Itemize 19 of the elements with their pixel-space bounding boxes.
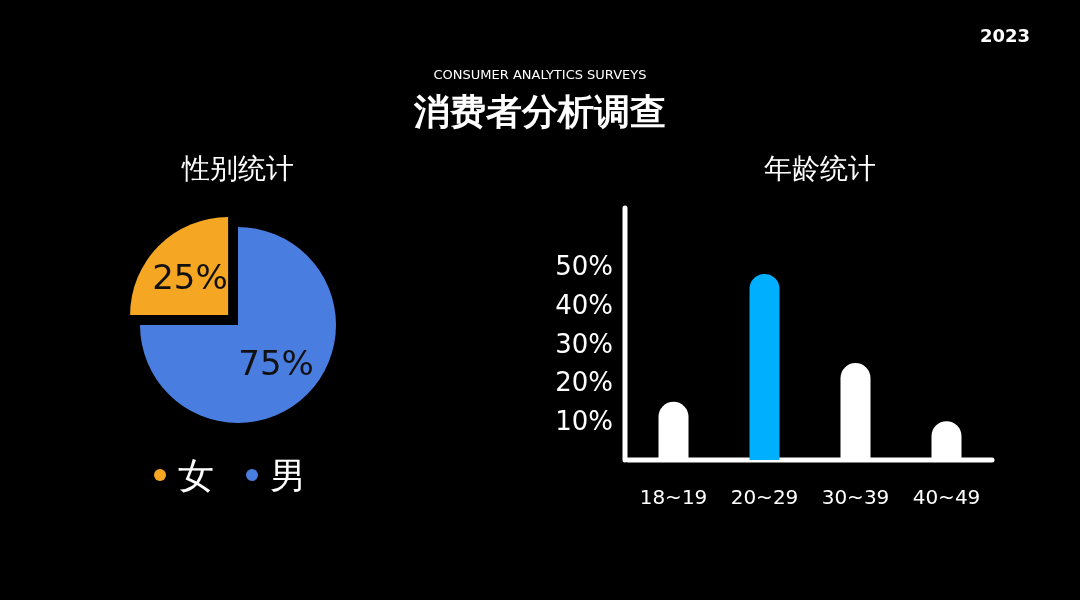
y-tick-label: 20% xyxy=(555,367,613,398)
data-label: 25% xyxy=(152,256,228,297)
legend-label: 男 xyxy=(270,455,306,496)
x-tick-label: 18~19 xyxy=(639,485,708,509)
y-tick-label: 40% xyxy=(555,289,613,320)
x-tick-label: 20~29 xyxy=(730,485,799,509)
x-tick-label: 30~39 xyxy=(821,485,890,509)
legend-label: 女 xyxy=(178,455,214,496)
data-label: 75% xyxy=(238,343,314,384)
bar xyxy=(749,273,780,460)
chart-title: 性别统计 xyxy=(181,152,294,185)
x-tick-label: 40~49 xyxy=(912,485,981,509)
text: 2023 xyxy=(979,25,1030,46)
y-tick-label: 30% xyxy=(555,328,613,359)
text: CONSUMER ANALYTICS SURVEYS xyxy=(433,67,647,82)
text: 消费者分析调查 xyxy=(413,91,666,132)
chart-title: 年龄统计 xyxy=(764,152,876,185)
y-tick-label: 50% xyxy=(555,251,613,282)
y-tick-label: 10% xyxy=(555,406,613,437)
